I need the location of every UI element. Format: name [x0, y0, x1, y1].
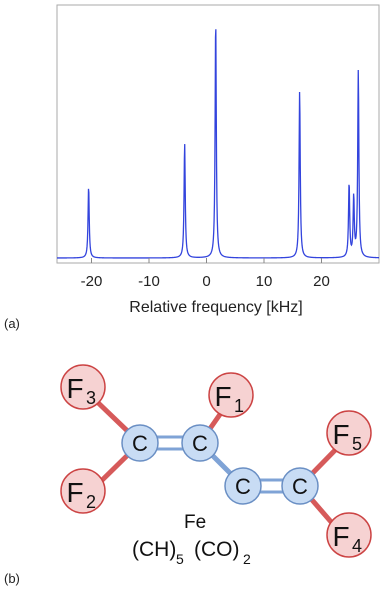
formula-co-subscript: 2 [243, 551, 251, 567]
atom-c1-symbol: C [132, 431, 148, 456]
x-axis-label: Relative frequency [kHz] [129, 299, 302, 316]
formula-ch-subscript: 5 [176, 551, 184, 567]
atom-f3: F 3 [60, 364, 106, 410]
atom-f5: F 5 [326, 410, 372, 456]
atom-f3-subscript: 3 [86, 388, 96, 408]
atom-f5-symbol: F [332, 419, 349, 450]
atom-f1-subscript: 1 [234, 396, 244, 416]
atom-f2-subscript: 2 [86, 492, 96, 512]
spectrum-line [57, 29, 380, 259]
panel-label-b: (b) [4, 571, 20, 586]
atom-f2: F 2 [60, 468, 106, 514]
panel-label-a: (a) [4, 316, 20, 331]
atom-f5-subscript: 5 [352, 434, 362, 454]
atom-c4: C [281, 467, 319, 505]
formula-co: (CO) [194, 538, 240, 561]
atom-f4-subscript: 4 [352, 536, 362, 556]
x-tick-label: -20 [81, 273, 103, 290]
atom-c3-symbol: C [235, 474, 251, 499]
formula-ch: (CH) [132, 538, 176, 561]
atom-c2: C [181, 424, 219, 462]
plot-frame [56, 4, 380, 264]
x-tick-label: 10 [256, 273, 273, 290]
atom-f4-symbol: F [332, 521, 349, 552]
x-tick-label: 0 [202, 273, 210, 290]
spectrum-chart: -20 -10 0 10 20 Relative frequency [kHz] [56, 4, 380, 316]
bonds [88, 393, 347, 540]
atom-f3-symbol: F [66, 373, 83, 404]
atom-c2-symbol: C [192, 431, 208, 456]
x-ticks: -20 -10 0 10 20 [81, 258, 330, 290]
formula-fe: Fe [184, 512, 206, 533]
substituent-formula: (CH) 5 Fe (CO) 2 [132, 512, 251, 567]
molecule-diagram: F 3 F 2 F 1 F 5 F 4 C C [60, 364, 372, 567]
atom-f2-symbol: F [66, 477, 83, 508]
atom-c4-symbol: C [292, 474, 308, 499]
x-tick-label: 20 [313, 273, 330, 290]
atom-c3: C [224, 467, 262, 505]
x-tick-label: -10 [138, 273, 160, 290]
atom-c1: C [121, 424, 159, 462]
atom-f1: F 1 [208, 372, 254, 418]
atom-f4: F 4 [326, 512, 372, 558]
atom-f1-symbol: F [214, 381, 231, 412]
